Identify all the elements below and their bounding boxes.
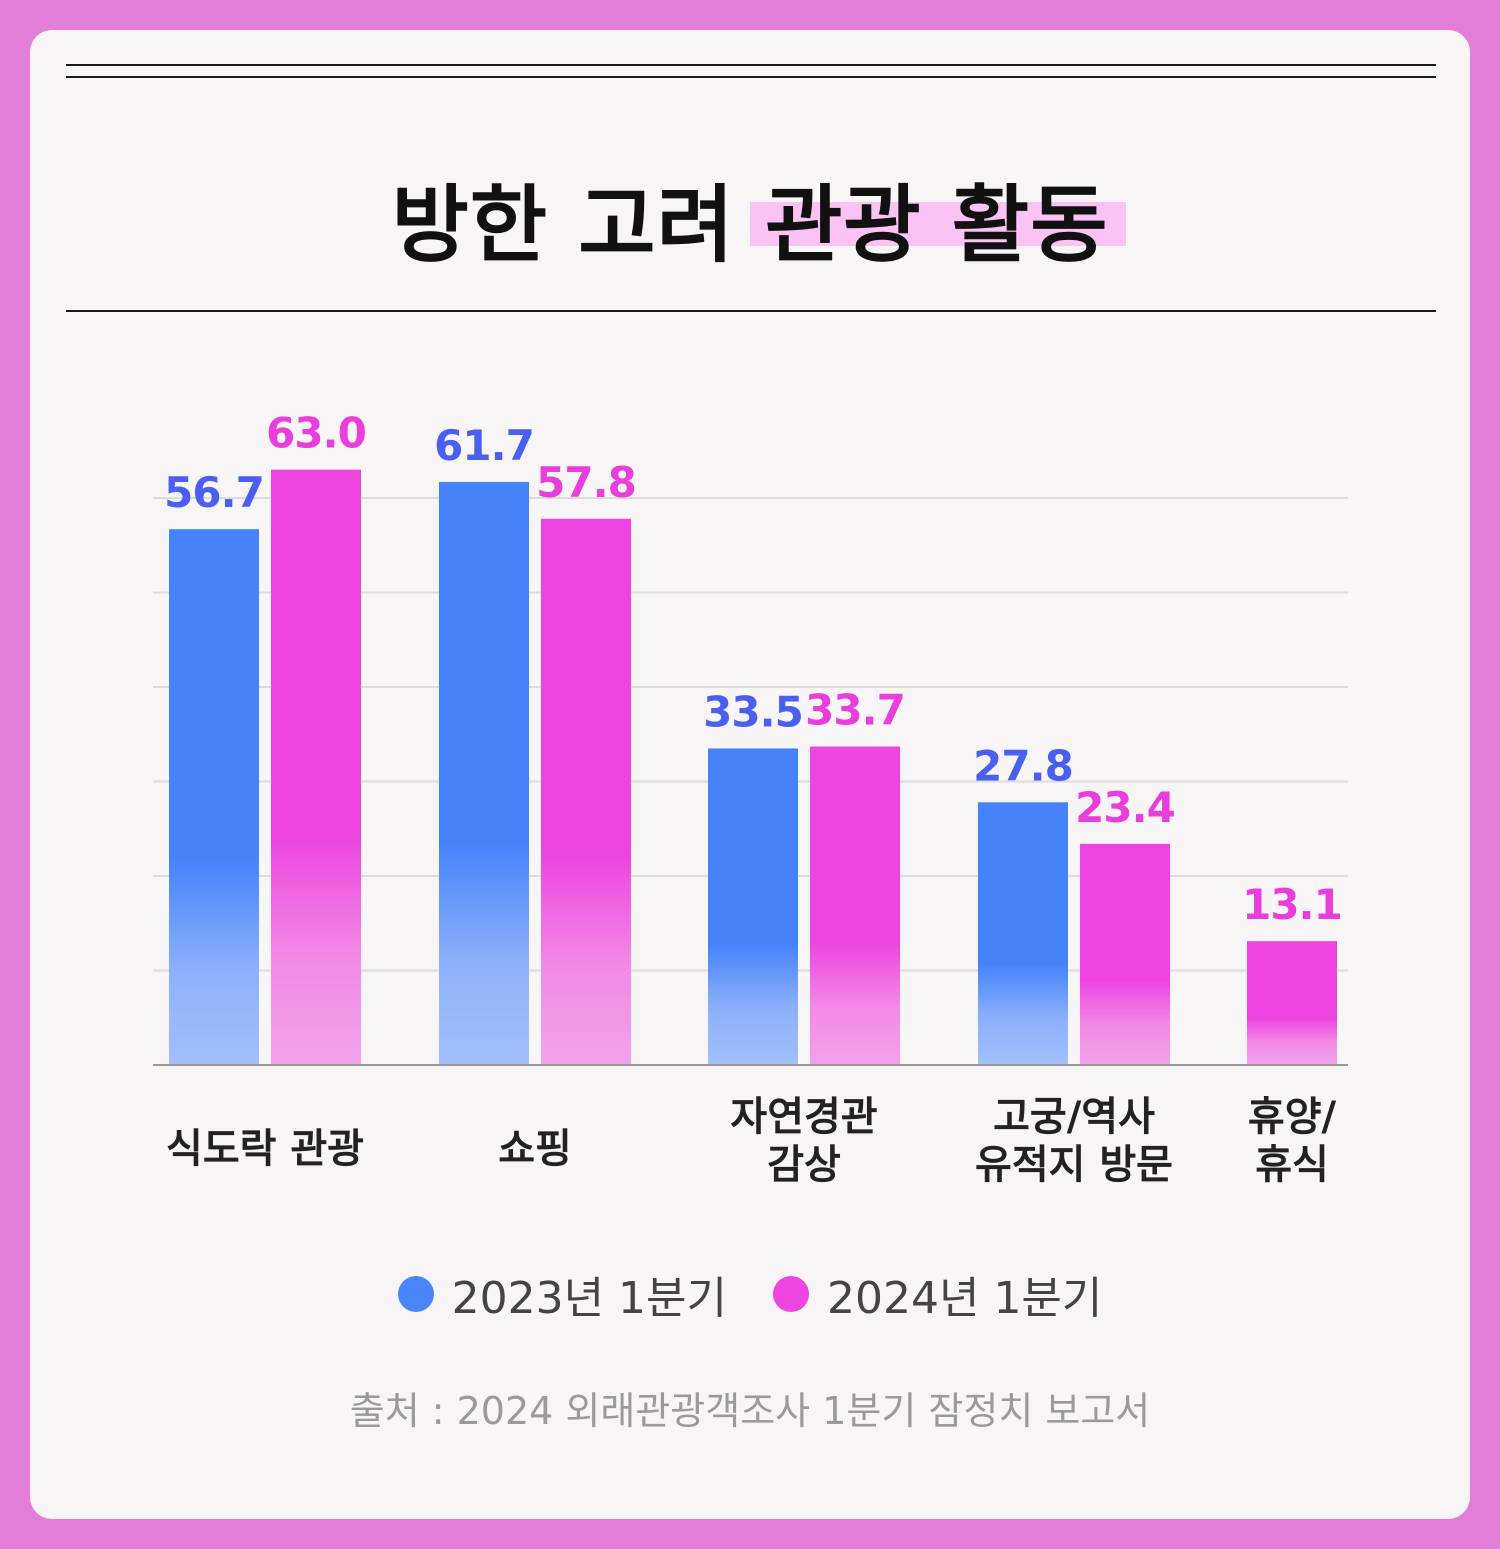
bar-2024-1 <box>541 518 631 1065</box>
category-label-1-line-0: 쇼핑 <box>498 1126 572 1172</box>
bars <box>169 469 1337 1065</box>
category-label-0-line-0: 식도락 관광 <box>166 1126 364 1172</box>
data-label-2024-3: 23.4 <box>1075 783 1175 832</box>
data-label-2023-2: 33.5 <box>703 687 803 736</box>
category-label-4-line-0: 휴양/ <box>1248 1094 1337 1140</box>
bar-2024-4 <box>1247 941 1337 1065</box>
legend: 2023년 1분기 2024년 1분기 <box>30 1262 1470 1326</box>
bar-2024-0 <box>271 469 361 1065</box>
data-label-2024-4: 13.1 <box>1242 880 1342 929</box>
bar-2023-2 <box>708 748 798 1065</box>
top-double-rule-2 <box>66 76 1436 78</box>
category-label-4-line-1: 휴식 <box>1255 1142 1329 1188</box>
chart-title: 방한 고려 관광 활동 <box>391 176 1109 274</box>
category-label-3-line-1: 유적지 방문 <box>975 1142 1173 1188</box>
category-label-2-line-1: 감상 <box>767 1142 841 1188</box>
data-label-2024-2: 33.7 <box>805 686 905 735</box>
title-wrap: 방한 고려 관광 활동 <box>30 158 1470 279</box>
data-label-2023-3: 27.8 <box>973 741 1073 790</box>
title-bottom-rule <box>66 310 1436 312</box>
legend-label-2023: 2023년 1분기 <box>451 1273 727 1324</box>
data-label-2024-1: 57.8 <box>536 458 636 507</box>
category-label-3-line-0: 고궁/역사 <box>993 1094 1155 1140</box>
bar-2023-0 <box>169 529 259 1065</box>
title-highlight <box>750 202 1126 246</box>
bar-2024-3 <box>1080 843 1170 1065</box>
legend-dot-2023 <box>397 1276 434 1312</box>
legend-item-2023: 2023년 1분기 <box>397 1262 727 1326</box>
category-label-2-line-0: 자연경관 <box>730 1094 877 1140</box>
source-note: 출처 : 2024 외래관광객조사 1분기 잠정치 보고서 <box>349 1389 1151 1433</box>
top-double-rule-1 <box>66 64 1436 66</box>
data-label-2024-0: 63.0 <box>266 409 366 458</box>
bar-2023-3 <box>978 802 1068 1065</box>
legend-label-2024: 2024년 1분기 <box>827 1273 1103 1324</box>
data-label-2023-0: 56.7 <box>164 468 264 517</box>
bar-chart: 56.763.0 61.757.8 33.5 33.7 27.823.4 13.1 식도락… <box>153 409 1348 1188</box>
legend-dot-2024 <box>773 1276 809 1312</box>
legend-item-2024: 2024년 1분기 <box>773 1262 1102 1326</box>
data-label-2023-1: 61.7 <box>434 421 534 470</box>
chart-card: 방한 고려 관광 활동 56.7 63.0 61.7 57.8 33.5 33.7 27.8… <box>30 30 1470 1519</box>
bar-2024-2 <box>810 746 900 1065</box>
bar-2023-1 <box>439 481 529 1065</box>
data-labels: 56.763.0 61.757.8 33.5 33.7 27.823.4 13.1 <box>164 409 1343 930</box>
